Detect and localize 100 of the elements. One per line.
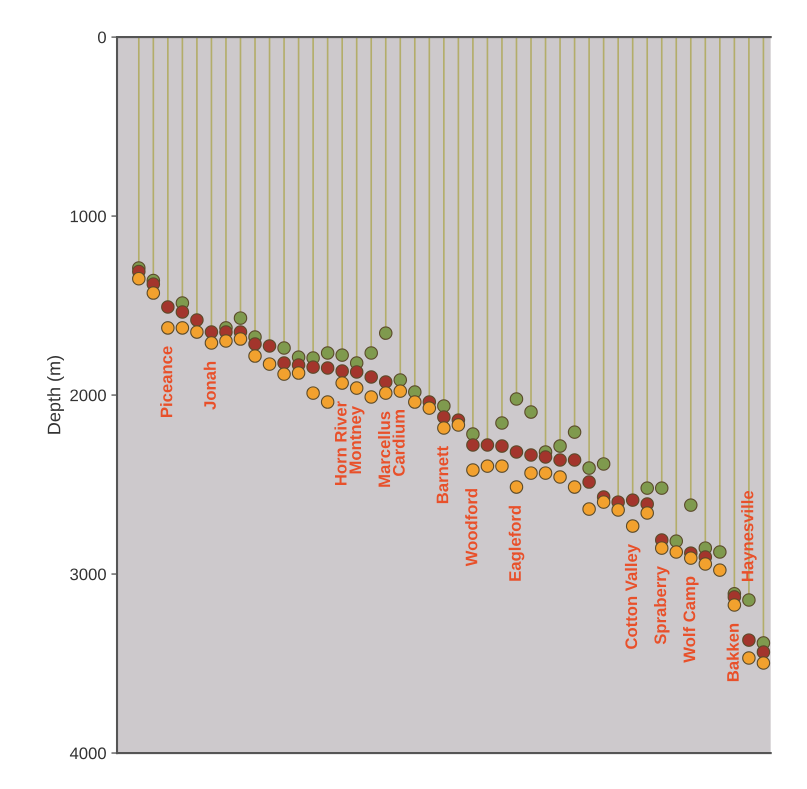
point	[742, 633, 756, 647]
point	[437, 410, 451, 424]
point	[510, 392, 524, 406]
point	[568, 425, 582, 439]
point	[756, 645, 770, 659]
x-tick-label: Piceance	[160, 346, 172, 417]
y-tick-label: 3000	[70, 568, 106, 580]
point	[524, 405, 538, 419]
point	[480, 459, 494, 473]
point	[234, 311, 248, 325]
point	[190, 325, 204, 339]
point	[510, 480, 524, 494]
point	[176, 321, 190, 335]
x-tick-label: Cardium	[392, 410, 405, 476]
point	[320, 361, 334, 375]
point	[480, 438, 494, 452]
point	[596, 495, 610, 509]
point	[452, 418, 466, 432]
point	[538, 466, 552, 480]
point	[306, 360, 320, 374]
x-tick-label: Montney	[350, 406, 364, 474]
point	[234, 332, 248, 346]
point	[626, 519, 640, 533]
point	[204, 325, 218, 339]
x-tick-label: Wolf Camp	[683, 576, 699, 663]
point	[495, 459, 509, 473]
point	[176, 305, 190, 319]
y-axis-title: Depth (m)	[47, 356, 64, 434]
point	[553, 439, 567, 453]
point	[524, 448, 538, 462]
point	[728, 598, 742, 612]
point	[756, 656, 770, 670]
point	[262, 357, 276, 371]
point	[219, 334, 233, 348]
point	[582, 502, 596, 516]
point	[277, 356, 291, 370]
y-tick-label: 1000	[70, 210, 106, 222]
point	[654, 541, 669, 555]
point	[670, 534, 684, 548]
point	[640, 481, 654, 495]
x-tick-label: Haynesville	[741, 490, 757, 581]
point	[190, 313, 204, 327]
point	[378, 375, 393, 389]
point	[161, 321, 175, 335]
point	[277, 367, 291, 381]
point	[364, 390, 378, 404]
point	[422, 401, 436, 415]
point	[335, 364, 349, 378]
point	[582, 461, 596, 475]
point	[553, 470, 567, 484]
point	[248, 349, 262, 363]
y-tick-label: 2000	[70, 389, 106, 402]
point	[378, 326, 393, 340]
x-tick-label: Spraberry	[654, 566, 670, 644]
point	[320, 346, 334, 360]
point	[640, 506, 654, 520]
point	[132, 272, 146, 286]
x-tick-label: Woodford	[465, 489, 478, 566]
point	[161, 300, 175, 314]
point	[394, 373, 408, 387]
point	[378, 386, 393, 400]
point	[466, 427, 480, 441]
point	[408, 395, 422, 409]
y-tick-label: 0	[98, 31, 106, 44]
point	[204, 336, 218, 350]
point	[538, 450, 552, 464]
point	[596, 457, 610, 471]
point	[262, 339, 276, 353]
point	[510, 445, 524, 459]
point	[495, 439, 509, 453]
point	[364, 346, 378, 360]
x-tick-label: Horn River	[334, 401, 347, 486]
point	[437, 421, 451, 435]
point	[524, 466, 538, 480]
point	[350, 381, 364, 395]
point	[248, 337, 262, 351]
x-tick-label: Jonah	[204, 362, 216, 410]
point	[568, 453, 582, 467]
point	[626, 493, 640, 507]
x-tick-label: Marcellus	[378, 412, 390, 487]
point	[320, 395, 334, 409]
point	[146, 286, 160, 300]
point	[364, 370, 378, 384]
point	[670, 545, 684, 559]
point	[698, 557, 712, 571]
point	[335, 376, 349, 390]
point	[277, 341, 291, 355]
point	[306, 386, 320, 400]
point	[437, 399, 451, 413]
x-tick-label: Cotton Valley	[624, 544, 640, 649]
point	[495, 416, 509, 430]
x-tick-label: Eagleford	[508, 506, 524, 581]
x-tick-label: Barnett	[436, 446, 448, 504]
point	[394, 384, 408, 398]
point	[742, 651, 756, 665]
y-tick-label: 4000	[70, 747, 106, 760]
point	[466, 463, 480, 477]
point	[654, 481, 669, 495]
point	[350, 365, 364, 379]
point	[335, 348, 349, 362]
